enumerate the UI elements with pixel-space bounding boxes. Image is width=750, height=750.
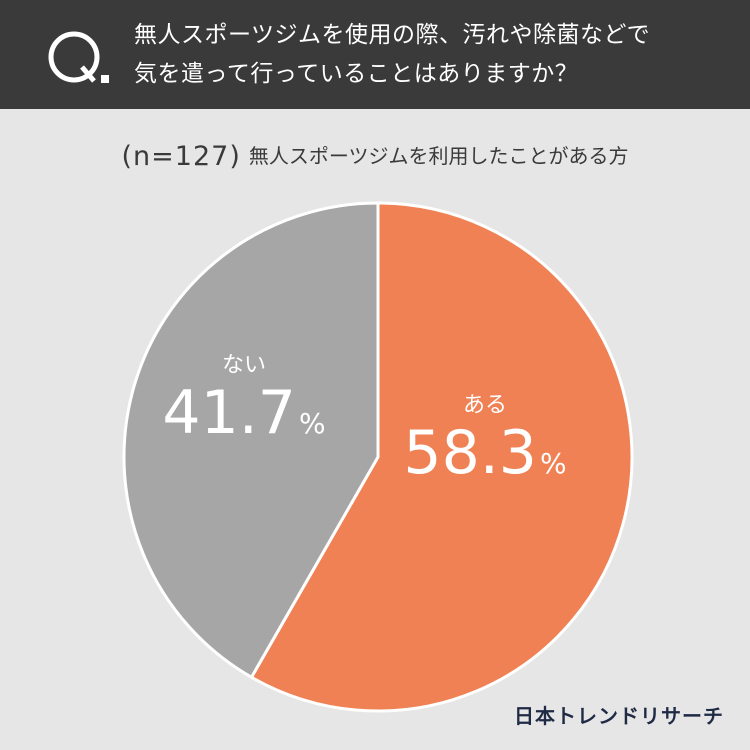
question-line-1: 無人スポーツジムを使用の際、汚れや除菌などで (134, 22, 651, 48)
slice-label-1: ない (222, 353, 266, 378)
sample-description: (n=127) 無人スポーツジムを利用したことがある方 (0, 140, 750, 172)
slice-label-0: ある (463, 393, 507, 418)
pie-slice-0 (249, 201, 634, 713)
q-mark-icon (48, 31, 109, 83)
pie-slice-1 (122, 201, 380, 679)
sample-size: (n=127) (121, 141, 241, 172)
audience-label: 無人スポーツジムを利用したことがある方 (248, 144, 629, 168)
question-text: 無人スポーツジムを使用の際、汚れや除菌などで 気を遣って行っていることはあります… (134, 16, 734, 94)
slice-value-0: 58.3% (403, 418, 566, 488)
slice-value-1: 41.7% (162, 378, 325, 448)
brand-logo: 日本トレンドリサーチ (514, 704, 724, 728)
question-header: 無人スポーツジムを使用の際、汚れや除菌などで 気を遣って行っていることはあります… (0, 0, 750, 109)
question-line-2: 気を遣って行っていることはありますか？ (134, 61, 579, 87)
